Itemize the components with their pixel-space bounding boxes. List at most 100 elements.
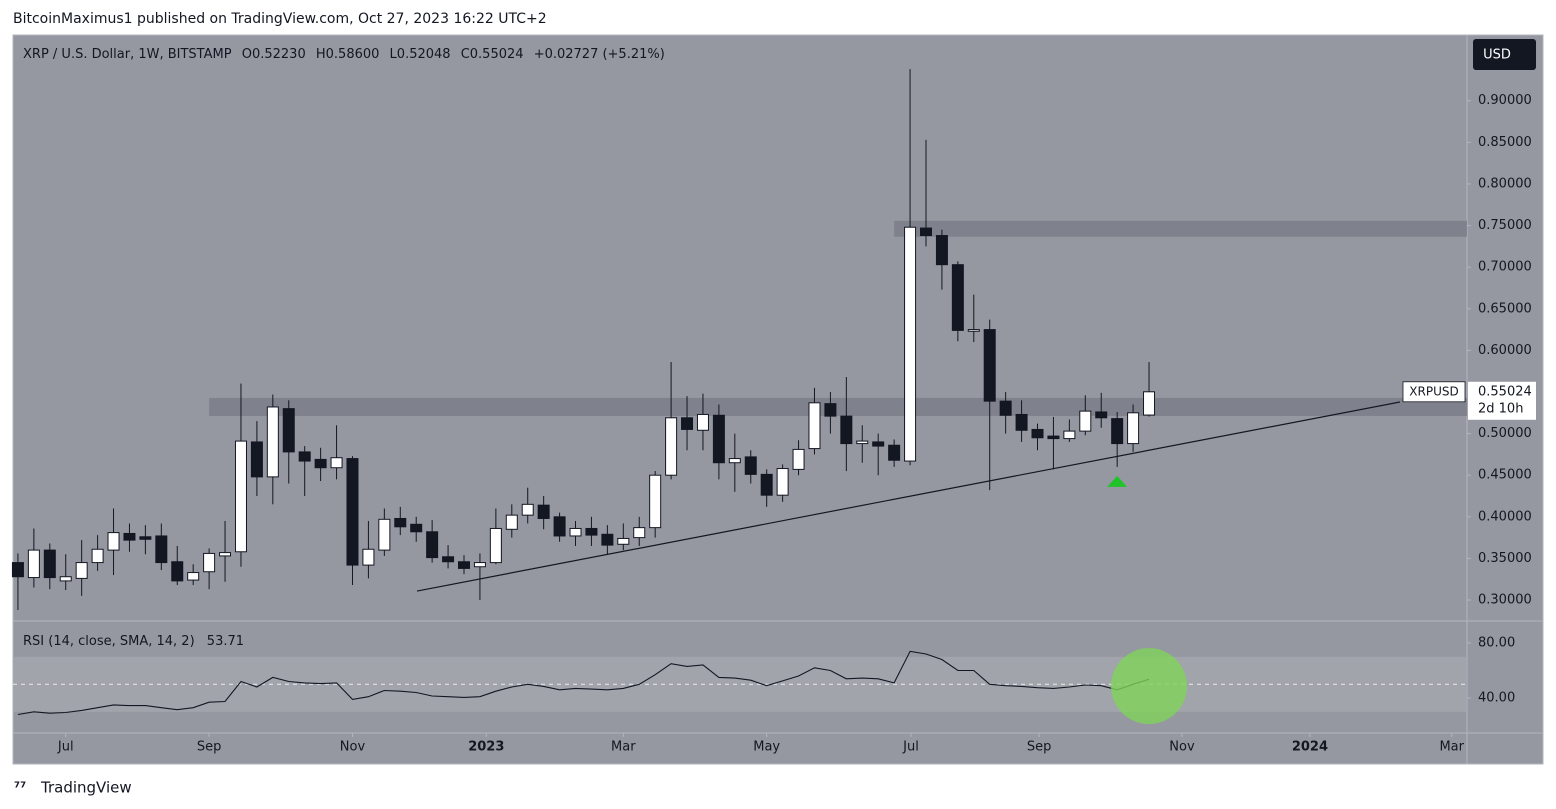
- y-tick-label: 0.65000: [1478, 301, 1532, 316]
- candle-body: [840, 415, 853, 445]
- symbol-tag-label: XRPUSD: [1409, 384, 1458, 398]
- candle-body: [696, 413, 709, 431]
- price-tag-value: 0.55024: [1478, 384, 1532, 399]
- resistance-zone: [894, 220, 1467, 237]
- candle-body: [250, 441, 263, 478]
- candle-body: [1111, 418, 1124, 445]
- candle-body: [808, 402, 821, 450]
- legend-key: O: [242, 47, 252, 62]
- candle-body: [298, 451, 311, 462]
- candle-body: [1079, 410, 1092, 432]
- legend-value: 0.58600: [326, 47, 380, 62]
- trendline: [416, 401, 1401, 592]
- legend-value: 0.52048: [397, 47, 451, 62]
- price-tag-countdown: 2d 10h: [1478, 401, 1523, 416]
- legend-value: 0.52230: [252, 47, 306, 62]
- candle-body: [585, 527, 598, 536]
- candle-body: [1047, 435, 1060, 440]
- candle-body: [330, 457, 343, 469]
- candle-body: [266, 406, 279, 478]
- candle-body: [489, 527, 502, 564]
- candle-body: [410, 523, 423, 533]
- legend-change: +0.02727 (+5.21%): [534, 47, 665, 62]
- y-tick-label: 0.90000: [1478, 93, 1532, 108]
- y-tick-label: 0.30000: [1478, 593, 1532, 608]
- candle-body: [1063, 430, 1076, 440]
- candle-body: [75, 562, 88, 579]
- attribution: BitcoinMaximus1 published on TradingView…: [13, 11, 547, 27]
- candle-body: [712, 414, 725, 464]
- x-tick-label: Sep: [197, 740, 222, 755]
- candle-body: [155, 535, 168, 564]
- logo-mark: ⁷⁷: [14, 780, 26, 796]
- rsi-legend: RSI (14, close, SMA, 14, 2) 53.71: [23, 634, 244, 649]
- y-tick-label: 0.35000: [1478, 551, 1532, 566]
- candle-body: [362, 548, 375, 566]
- candle-body: [234, 440, 247, 553]
- candle-body: [792, 448, 805, 470]
- candle-body: [824, 403, 837, 417]
- legend-key: L: [390, 47, 398, 62]
- candle-body: [123, 532, 136, 541]
- y-tick-label: 0.50000: [1478, 426, 1532, 441]
- candle-body: [59, 576, 72, 582]
- x-tick-label: May: [753, 740, 780, 755]
- candle-body: [744, 456, 757, 475]
- candle-body: [219, 552, 232, 557]
- candle-body: [473, 562, 486, 568]
- y-tick-label: 0.85000: [1478, 135, 1532, 150]
- candle-body: [760, 473, 773, 496]
- candle-body: [442, 556, 455, 563]
- candle-body: [999, 400, 1012, 416]
- candle-body: [919, 227, 932, 237]
- x-tick-label: Mar: [611, 740, 636, 755]
- candle-body: [904, 226, 917, 462]
- candle-body: [314, 458, 327, 469]
- rsi-line: [17, 650, 1150, 716]
- y-tick-label: 0.60000: [1478, 343, 1532, 358]
- price-tag: [1468, 381, 1536, 420]
- x-tick-label: Jul: [57, 740, 74, 755]
- candle-body: [1127, 412, 1140, 445]
- x-tick-label: Nov: [340, 740, 366, 755]
- candle-body: [457, 561, 470, 569]
- x-tick-label: Nov: [1169, 740, 1195, 755]
- candle-body: [633, 527, 646, 539]
- candle-body: [553, 516, 566, 537]
- candle-body: [282, 408, 295, 453]
- x-tick-label: 2023: [468, 740, 504, 755]
- footer-brand: TradingView: [40, 779, 132, 797]
- legend-key: H: [316, 47, 326, 62]
- signal-arrow: [1107, 475, 1128, 487]
- candle-body: [521, 503, 534, 516]
- y-tick-label: 0.75000: [1478, 218, 1532, 233]
- chart-legend: XRP / U.S. Dollar, 1W, BITSTAMP O0.52230…: [23, 47, 665, 62]
- currency-label[interactable]: USD: [1483, 48, 1511, 63]
- candle-body: [1015, 413, 1028, 431]
- candle-body: [346, 458, 359, 566]
- candle-body: [872, 441, 885, 447]
- x-tick-label: 2024: [1292, 740, 1328, 755]
- candle-body: [1095, 411, 1108, 419]
- candle-body: [569, 527, 582, 537]
- currency-button[interactable]: [1473, 39, 1536, 70]
- symbol-title: XRP / U.S. Dollar, 1W, BITSTAMP: [23, 47, 232, 62]
- candle-body: [537, 504, 550, 519]
- candle-body: [426, 531, 439, 559]
- candle-body: [935, 235, 948, 266]
- candle-body: [27, 549, 40, 579]
- candle-body: [728, 458, 741, 464]
- symbol-tag: [1402, 381, 1466, 403]
- resistance-zone: [209, 397, 1468, 416]
- candle-body: [665, 417, 678, 476]
- legend-key: C: [461, 47, 470, 62]
- footer-logo: ⁷⁷: [14, 780, 26, 796]
- rsi-title: RSI (14, close, SMA, 14, 2): [23, 634, 195, 649]
- candle-body: [378, 518, 391, 551]
- candle-body: [187, 572, 200, 581]
- candle-body: [203, 552, 216, 573]
- candle-body: [856, 440, 869, 445]
- x-tick-label: Jul: [902, 740, 919, 755]
- candle-body: [394, 517, 407, 528]
